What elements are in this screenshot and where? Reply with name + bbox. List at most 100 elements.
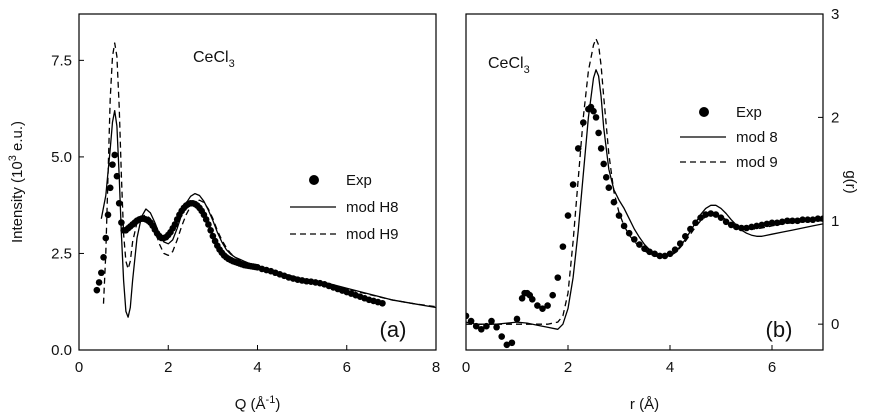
x-axis-label: Q (Å-1) [235,394,281,413]
data-point [95,279,103,286]
data-point [636,241,643,248]
data-point [513,315,521,323]
panel-label: (b) [766,317,793,342]
x-tick-label: 6 [768,359,776,376]
data-point [205,221,212,228]
data-point [592,114,600,121]
plot-frame [78,13,437,351]
legend-entry-label: mod H9 [346,226,399,243]
data-point [508,339,516,347]
y-tick-label: 2.5 [51,245,72,262]
y-axis-label: g(r) [842,170,859,193]
data-point [707,210,715,217]
data-point [697,214,704,221]
x-tick-label: 2 [164,359,172,376]
plot-frame [465,13,824,351]
panel-a: 0 2 4 6 8 0.0 2.5 5.0 7.5 Q (Å-1) Intensity (103 e… [7,13,440,413]
x-axis-label-text: Q (Å [235,396,266,413]
legend-entry-label: mod 8 [736,129,778,146]
data-point [209,232,217,240]
y-tick-label: 1 [831,213,839,230]
legend: Exp mod H8 mod H9 [290,172,399,243]
legend-entry-label: mod H8 [346,199,399,216]
y-axis-label: Intensity (103 e.u.) [7,121,26,243]
data-point [646,248,653,256]
data-point [569,181,577,188]
data-point [109,161,116,168]
compound-annotation-text: CeCl [488,55,524,72]
x-tick-label: 4 [666,359,674,376]
legend: Exp mod 8 mod 9 [680,104,778,171]
x-tick-label: 0 [462,359,470,376]
series-line-mod-h9 [102,42,436,308]
data-point [602,174,610,181]
data-point [104,211,112,219]
data-point [717,214,725,221]
data-point [597,145,605,152]
x-tick-label: 8 [432,359,440,376]
y-tick-label: 7.5 [51,52,72,69]
data-point [202,216,210,223]
panel-label: (a) [380,317,407,342]
data-point [106,184,114,192]
y-tick-label: 5.0 [51,149,72,166]
legend-marker [309,175,319,185]
y-tick-label: 2 [831,109,839,126]
data-point [111,151,118,159]
data-point [559,243,567,250]
legend-entry-label: Exp [736,104,762,121]
data-point [768,219,776,227]
data-point [503,341,511,349]
data-point [539,305,546,312]
series-line-mod-8 [466,69,823,330]
data-point [625,229,633,237]
plot-area [93,42,436,318]
data-point [379,299,386,307]
data-point [207,226,214,234]
data-point [574,145,582,152]
data-point [488,317,495,325]
x-tick-label: 2 [564,359,572,376]
data-point [722,218,730,226]
series-line-mod-h8 [100,109,436,318]
data-point [605,184,613,191]
plot-area [466,38,823,349]
x-axis-label: r (Å) [630,396,659,413]
data-point [763,220,771,228]
data-point [498,333,506,340]
data-point [595,129,602,137]
data-point [620,222,628,230]
data-point [671,246,679,254]
y-tick-label: 0.0 [51,342,72,359]
x-tick-label: 0 [75,359,83,376]
data-point [493,323,500,331]
data-point [784,217,791,225]
series-exp [93,151,386,307]
data-point [631,236,638,243]
y-tick-label: 0 [831,316,839,333]
x-axis-label-text: r (Å) [630,396,659,413]
legend-marker [699,107,709,117]
data-point [115,199,123,207]
x-tick-label: 4 [253,359,261,376]
x-tick-label: 6 [343,359,351,376]
data-point [758,221,766,229]
y-axis-label-text: g(r) [842,170,859,193]
data-point [171,221,179,228]
data-point [743,224,750,232]
data-point [753,222,760,230]
data-point [529,296,536,303]
data-point [466,312,470,320]
compound-annotation-subscript: 3 [524,64,530,76]
data-point [600,160,607,168]
x-axis-label-superscript: -1 [266,394,276,406]
data-point [518,295,526,302]
y-axis-label-text: Intensity (10 [9,161,26,243]
series-line-mod-9 [466,38,823,325]
data-point [564,212,572,219]
compound-annotation: CeCl3 [193,49,235,70]
data-point [554,274,562,281]
x-axis-label-tail: ) [275,396,280,413]
